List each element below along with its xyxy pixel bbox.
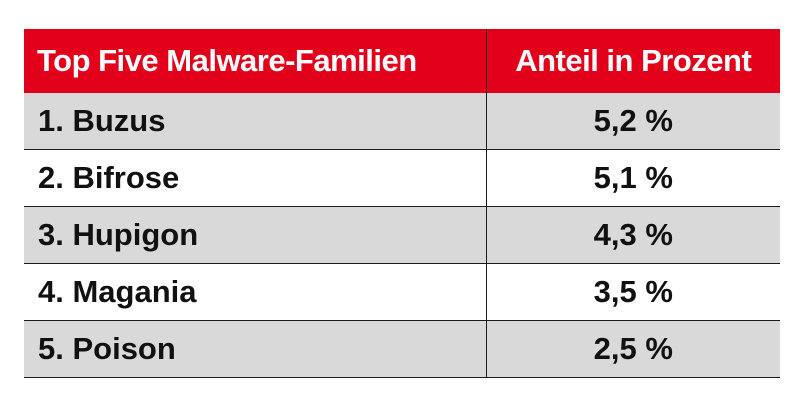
malware-name: 1. Buzus [24, 93, 487, 150]
table-row: 3. Hupigon 4,3 % [24, 206, 780, 264]
table-header-row: Top Five Malware-Familien Anteil in Proz… [24, 29, 780, 93]
malware-name: 3. Hupigon [24, 206, 487, 264]
malware-name: 2. Bifrose [24, 149, 487, 207]
malware-share: 3,5 % [486, 263, 780, 321]
table-row: 4. Magania 3,5 % [24, 263, 780, 321]
malware-share: 5,2 % [486, 93, 780, 150]
malware-name: 4. Magania [24, 263, 487, 321]
malware-share: 4,3 % [486, 206, 780, 264]
table-row: 5. Poison 2,5 % [24, 320, 780, 378]
malware-table: Top Five Malware-Familien Anteil in Proz… [24, 29, 780, 378]
header-share-percent-label: Anteil in Prozent [515, 43, 752, 78]
header-share-percent: Anteil in Prozent [486, 29, 780, 93]
malware-share: 2,5 % [486, 320, 780, 378]
malware-share: 5,1 % [486, 149, 780, 207]
table-row: 1. Buzus 5,2 % [24, 93, 780, 150]
table-row: 2. Bifrose 5,1 % [24, 149, 780, 207]
header-malware-families: Top Five Malware-Familien [24, 29, 487, 93]
malware-name: 5. Poison [24, 320, 487, 378]
